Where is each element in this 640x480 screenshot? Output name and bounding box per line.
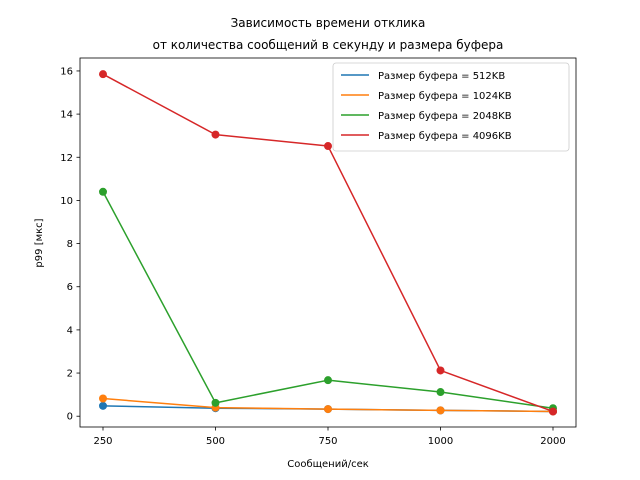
y-tick-label: 10	[60, 196, 73, 207]
chart-title-line-2: от количества сообщений в секунду и разм…	[153, 38, 504, 52]
y-tick-label: 6	[67, 282, 73, 293]
y-axis-label: p99 [мкс]	[34, 218, 45, 267]
y-tick-label: 4	[67, 325, 73, 336]
legend: Размер буфера = 512KB Размер буфера = 102…	[332, 62, 570, 152]
data-point	[211, 130, 220, 139]
x-tick-label: 1000	[428, 436, 453, 447]
y-tick-label: 0	[67, 412, 73, 423]
chart-title-line-1: Зависимость времени отклика	[231, 16, 426, 30]
legend-label: Размер буфера = 512KB	[378, 71, 505, 82]
y-tick-label: 16	[60, 66, 73, 77]
data-point	[324, 142, 332, 151]
data-point	[324, 405, 332, 414]
data-point	[211, 398, 220, 407]
legend-item: Размер буфера = 512KB	[341, 71, 505, 82]
legend-label: Размер буфера = 1024KB	[378, 91, 512, 102]
legend-item: Размер буфера = 4096KB	[341, 131, 512, 142]
x-tick-label: 2000	[540, 436, 565, 447]
legend-label: Размер буфера = 2048KB	[378, 111, 512, 122]
x-tick-label: 750	[318, 436, 337, 447]
data-point	[436, 388, 445, 397]
data-point	[99, 70, 107, 79]
y-tick-label: 2	[67, 369, 73, 380]
y-tick-label: 8	[67, 239, 73, 250]
chart-title: Зависимость времени отклика от количеств…	[153, 16, 504, 52]
x-tick-label: 500	[206, 436, 225, 447]
series-3	[99, 70, 557, 416]
series-layer	[99, 70, 557, 416]
data-point	[436, 406, 445, 415]
data-point	[436, 366, 445, 375]
series-1	[99, 394, 557, 416]
legend-box	[332, 62, 570, 152]
y-tick-label: 12	[60, 153, 73, 164]
x-tick-label: 250	[93, 436, 112, 447]
data-point	[99, 187, 107, 196]
y-tick-label: 14	[60, 110, 73, 121]
legend-label: Размер буфера = 4096KB	[378, 131, 512, 142]
ticks-layer: 250 500 750 1000 2000 0 2 4 6 8 10 12 14 16	[60, 66, 565, 447]
x-axis-label: Сообщений/сек	[287, 459, 369, 470]
data-point	[99, 394, 107, 403]
series-2	[99, 187, 557, 413]
legend-item: Размер буфера = 1024KB	[341, 91, 512, 102]
legend-item: Размер буфера = 2048KB	[341, 111, 512, 122]
series-line	[102, 191, 554, 409]
data-point	[324, 376, 332, 385]
data-point	[549, 407, 557, 416]
data-point	[99, 401, 107, 410]
